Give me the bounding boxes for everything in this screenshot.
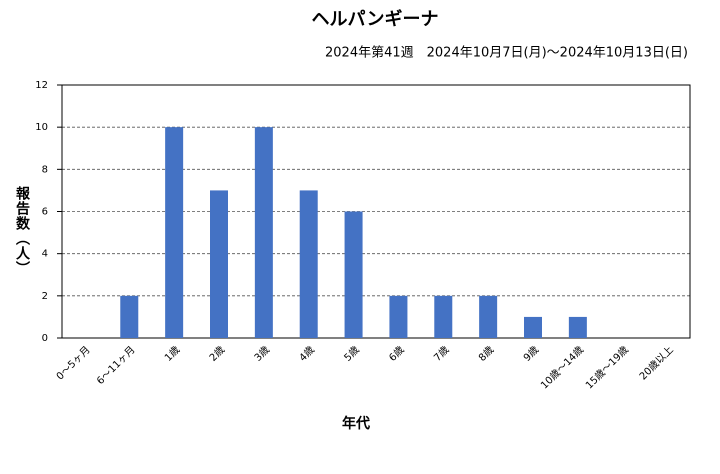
bar bbox=[524, 316, 542, 338]
y-axis-label: 報告数（人） bbox=[14, 186, 30, 276]
bar bbox=[389, 295, 408, 338]
bar bbox=[165, 127, 184, 339]
x-axis-label: 年代 bbox=[342, 415, 370, 432]
x-tick-label: 4歳 bbox=[297, 344, 317, 364]
x-tick-label: 7歳 bbox=[431, 344, 451, 364]
y-tick-label: 0 bbox=[42, 333, 48, 344]
x-tick-label: 6～11ヶ月 bbox=[94, 344, 137, 387]
x-tick-label: 5歳 bbox=[342, 344, 362, 364]
x-tick-label: 0～5ヶ月 bbox=[54, 344, 93, 383]
bar bbox=[254, 127, 273, 339]
x-tick-label: 9歳 bbox=[521, 344, 541, 364]
x-tick-label: 1歳 bbox=[162, 344, 182, 364]
x-tick-label: 20歳以上 bbox=[637, 344, 676, 383]
x-tick-label: 6歳 bbox=[387, 344, 407, 364]
chart-subtitle: 2024年第41週 2024年10月7日(月)～2024年10月13日(日) bbox=[325, 46, 688, 61]
y-tick-label: 2 bbox=[42, 291, 48, 302]
bar bbox=[434, 295, 453, 338]
y-tick-label: 8 bbox=[42, 164, 48, 175]
bar bbox=[344, 211, 363, 338]
bar bbox=[479, 295, 498, 338]
plot-frame bbox=[61, 84, 691, 339]
x-tick-label: 8歳 bbox=[476, 344, 496, 364]
x-tick-label: 2歳 bbox=[207, 344, 227, 364]
x-tick-label: 15歳～19歳 bbox=[583, 344, 631, 392]
y-tick-label: 4 bbox=[42, 249, 48, 260]
bar bbox=[120, 295, 139, 338]
bar bbox=[210, 190, 228, 338]
bar bbox=[299, 190, 318, 338]
bar bbox=[568, 316, 587, 338]
chart-title: ヘルパンギーナ bbox=[312, 9, 439, 30]
x-tick-label: 3歳 bbox=[252, 344, 272, 364]
x-tick-label: 10歳～14歳 bbox=[538, 344, 586, 392]
y-tick-label: 10 bbox=[35, 122, 48, 133]
y-tick-label: 12 bbox=[35, 80, 48, 91]
y-tick-label: 6 bbox=[42, 207, 48, 218]
